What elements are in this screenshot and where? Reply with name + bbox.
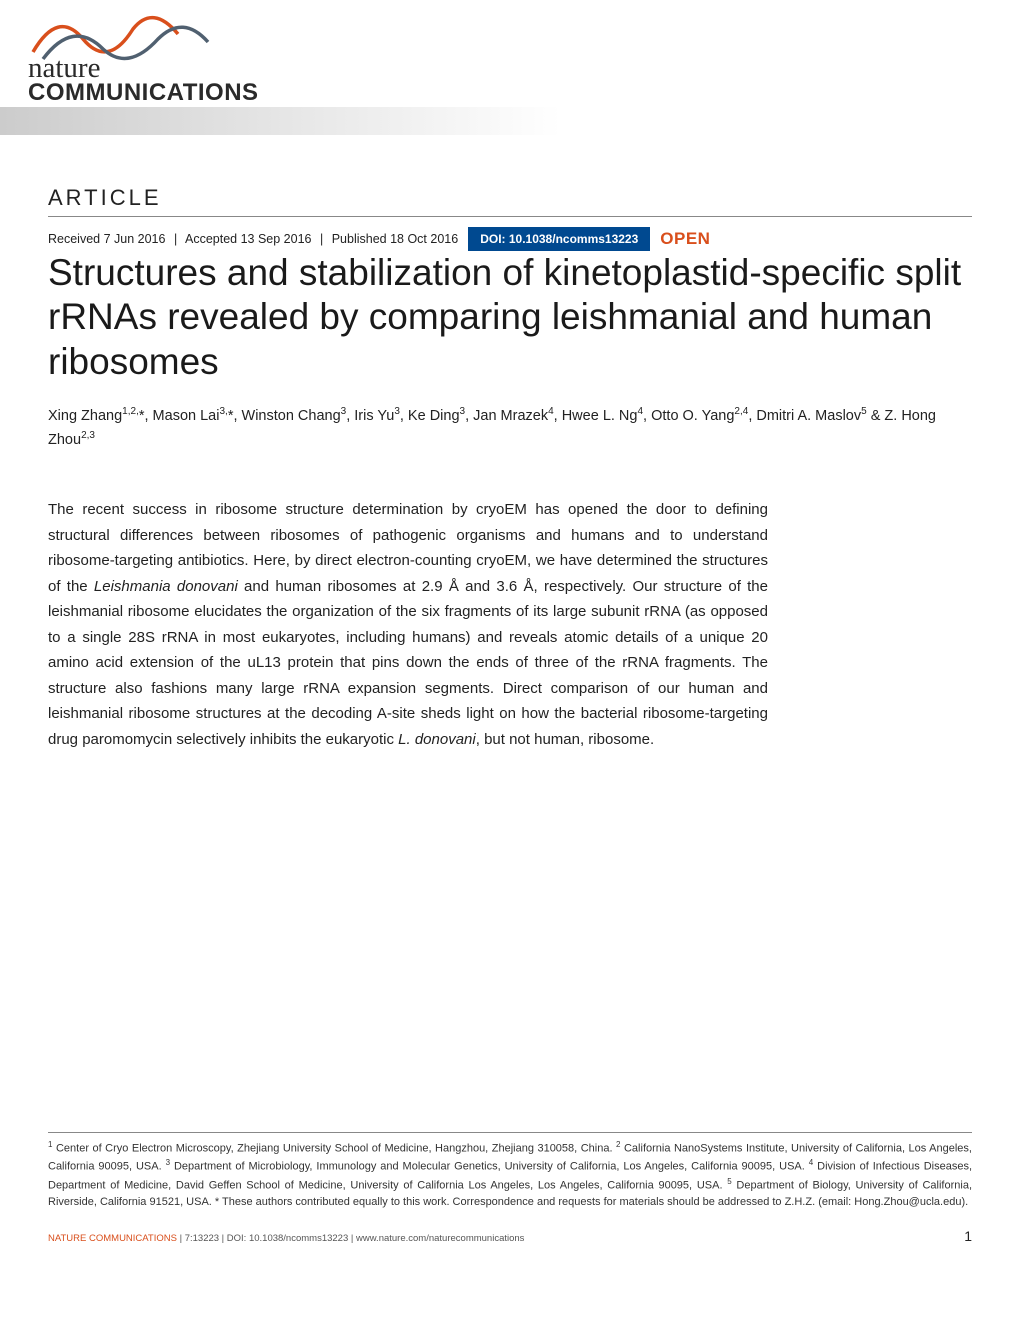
received-date: Received 7 Jun 2016 (48, 232, 165, 246)
article-meta-row: Received 7 Jun 2016 | Accepted 13 Sep 20… (48, 227, 972, 251)
footer-citation: NATURE COMMUNICATIONS | 7:13223 | DOI: 1… (48, 1233, 524, 1244)
article-content: ARTICLE Received 7 Jun 2016 | Accepted 1… (0, 145, 1020, 752)
open-access-badge: OPEN (660, 229, 710, 249)
published-date: Published 18 Oct 2016 (332, 232, 458, 246)
affiliations-text: 1 Center of Cryo Electron Microscopy, Zh… (48, 1139, 972, 1210)
article-type-label: ARTICLE (48, 185, 972, 211)
footer-citation-text: | 7:13223 | DOI: 10.1038/ncomms13223 | w… (177, 1233, 524, 1244)
header-divider (48, 216, 972, 217)
affiliations-divider (48, 1132, 972, 1133)
journal-logo-text: nature COMMUNICATIONS (28, 54, 259, 105)
banner-gradient (0, 107, 1020, 135)
meta-separator: | (174, 232, 177, 246)
author-list: Xing Zhang1,2,*, Mason Lai3,*, Winston C… (48, 404, 972, 452)
affiliations-block: 1 Center of Cryo Electron Microscopy, Zh… (0, 1132, 1020, 1210)
doi-badge[interactable]: DOI: 10.1038/ncomms13223 (468, 227, 650, 251)
article-title: Structures and stabilization of kinetopl… (48, 251, 972, 384)
meta-separator: | (320, 232, 323, 246)
footer-journal-name: NATURE COMMUNICATIONS (48, 1233, 177, 1244)
abstract-text: The recent success in ribosome structure… (48, 497, 768, 752)
page-footer: NATURE COMMUNICATIONS | 7:13223 | DOI: 1… (0, 1210, 1020, 1268)
page-number: 1 (964, 1228, 972, 1244)
journal-banner: nature COMMUNICATIONS (0, 0, 1020, 145)
logo-line-2: COMMUNICATIONS (28, 81, 259, 105)
article-dates: Received 7 Jun 2016 | Accepted 13 Sep 20… (48, 232, 458, 246)
accepted-date: Accepted 13 Sep 2016 (185, 232, 312, 246)
